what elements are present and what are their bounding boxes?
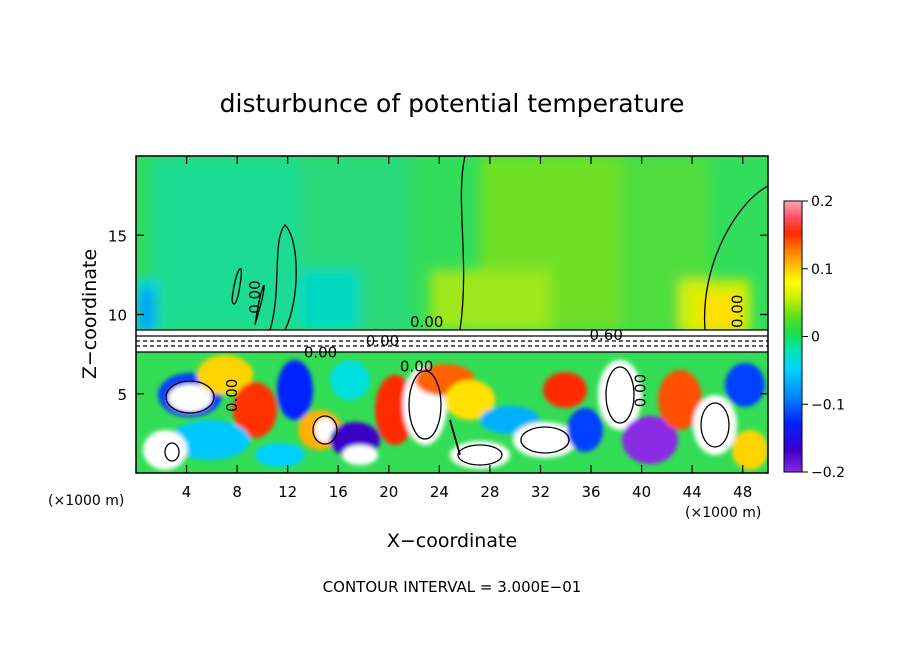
contour-interval-footer: CONTOUR INTERVAL = 3.000E−01 — [323, 578, 582, 596]
colorbar-ticks: 0.2 0.1 0 −0.1 −0.2 — [802, 194, 845, 481]
colorbar-tick-label: −0.1 — [811, 397, 845, 413]
contour-label: 0.00 — [631, 374, 649, 407]
x-unit-label: (×1000 m) — [685, 505, 761, 521]
colorbar-tick-label: 0.2 — [811, 194, 833, 210]
colorbar-tick-label: 0.1 — [811, 262, 833, 278]
x-tick-label: 8 — [232, 483, 242, 501]
y-axis-label: Z−coordinate — [79, 249, 101, 379]
colorbar — [783, 200, 803, 473]
x-axis-ticks: 4 8 12 16 20 24 28 32 36 40 44 48 — [182, 156, 752, 501]
z-unit-label: (×1000 m) — [48, 493, 124, 509]
contour-lines — [136, 156, 768, 466]
y-tick-label: 10 — [108, 307, 127, 325]
contour-label: 0.00 — [410, 313, 443, 331]
contour-label-group: 0.000.000.600.000.000.000.00 0.000.00 — [223, 280, 747, 412]
chart-title: disturbunce of potential temperature — [220, 89, 685, 118]
contour-label: 0.00 — [366, 332, 399, 350]
x-tick-label: 44 — [683, 483, 702, 501]
x-tick-label: 32 — [531, 483, 550, 501]
contour-label: 0.00 — [304, 343, 337, 361]
contour-label: 0.60 — [590, 326, 623, 344]
contour-label: 0.00 — [246, 280, 264, 313]
plot-area: 0.000.000.600.000.000.000.00 0.000.00 — [136, 156, 768, 473]
colorbar-tick-label: −0.2 — [811, 465, 845, 481]
x-tick-label: 40 — [632, 483, 651, 501]
y-tick-label: 5 — [117, 386, 127, 404]
y-tick-label: 15 — [108, 227, 127, 245]
x-tick-label: 20 — [379, 483, 398, 501]
contour-label: 0.00 — [729, 295, 747, 328]
transition-band — [136, 330, 768, 354]
x-tick-label: 4 — [182, 483, 192, 501]
x-tick-label: 48 — [733, 483, 752, 501]
y-axis-ticks: 5 10 15 — [108, 227, 768, 404]
x-tick-label: 12 — [278, 483, 297, 501]
contour-label: 0.00 — [223, 379, 241, 412]
x-axis-label: X−coordinate — [387, 530, 517, 552]
x-tick-label: 16 — [329, 483, 348, 501]
x-tick-label: 28 — [480, 483, 499, 501]
upper-layer-variations — [136, 156, 750, 335]
contour-label: 0.00 — [400, 358, 433, 376]
x-tick-label: 36 — [581, 483, 600, 501]
colorbar-tick-label: 0 — [811, 330, 820, 346]
x-tick-label: 24 — [430, 483, 449, 501]
